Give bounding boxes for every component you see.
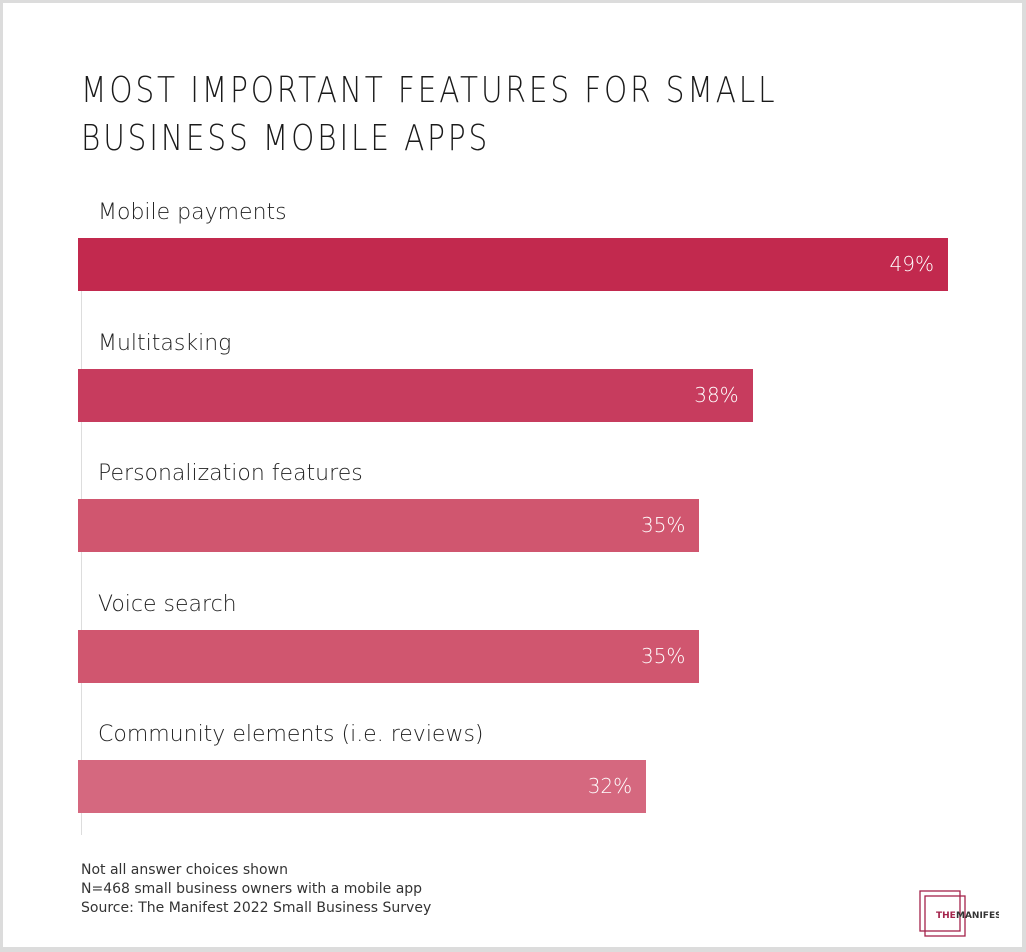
svg-text:MANIFEST: MANIFEST — [956, 911, 999, 921]
category-label: Mobile payments — [98, 200, 287, 225]
bar: 35% — [78, 630, 700, 683]
category-label: Personalization features — [98, 461, 363, 486]
svg-text:THE: THE — [936, 911, 956, 921]
footnotes: Not all answer choices shown N=468 small… — [81, 861, 431, 918]
chart-card: MOST IMPORTANT FEATURES FOR SMALL BUSINE… — [3, 3, 1022, 947]
data-label: 35% — [640, 513, 686, 537]
the-manifest-logo: THE MANIFEST — [919, 890, 999, 937]
note-3: Source: The Manifest 2022 Small Business… — [81, 900, 432, 916]
bar: 49% — [78, 238, 948, 291]
data-label: 32% — [587, 774, 633, 798]
data-label: 35% — [640, 644, 686, 668]
note-1: Not all answer choices shown — [81, 862, 288, 878]
bar: 32% — [78, 760, 647, 813]
bar: 38% — [78, 369, 753, 422]
note-2: N=468 small business owners with a mobil… — [81, 881, 423, 897]
data-label: 49% — [889, 252, 934, 276]
category-label: Community elements (i.e. reviews) — [98, 722, 484, 747]
chart-title: MOST IMPORTANT FEATURES FOR SMALL BUSINE… — [81, 70, 778, 159]
category-label: Voice search — [98, 592, 237, 617]
bar: 35% — [78, 499, 700, 552]
data-label: 38% — [694, 383, 739, 407]
category-label: Multitasking — [98, 331, 232, 356]
